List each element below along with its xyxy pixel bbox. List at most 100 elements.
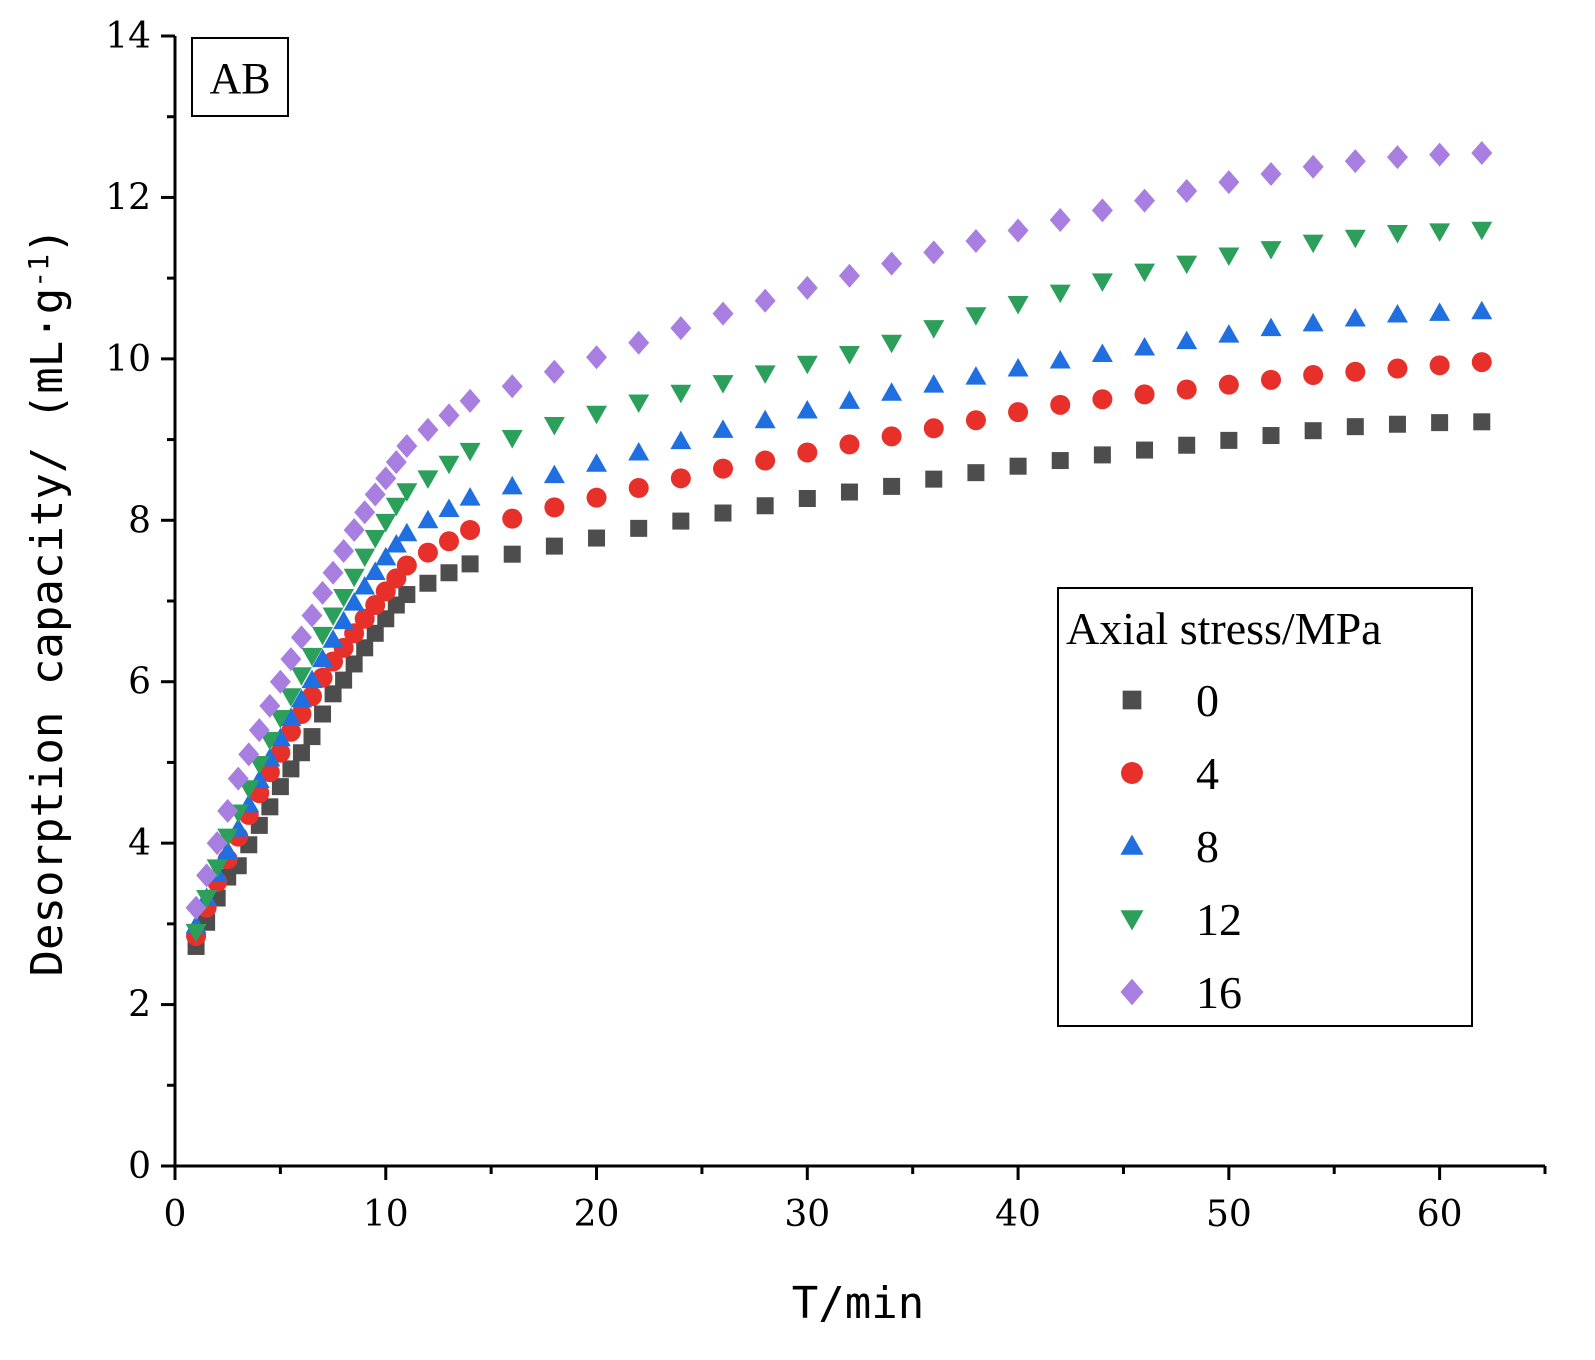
- data-point: [965, 410, 986, 431]
- data-point: [248, 756, 270, 775]
- x-tick-label: 40: [995, 1194, 1041, 1235]
- data-point: [1344, 308, 1366, 327]
- data-point: [839, 434, 860, 455]
- data-point: [366, 624, 384, 642]
- data-point: [1176, 178, 1198, 203]
- data-point: [588, 529, 606, 547]
- data-point: [1007, 218, 1029, 243]
- data-point: [417, 417, 439, 442]
- data-point: [1303, 365, 1324, 385]
- data-point: [881, 334, 903, 354]
- series-12: [185, 221, 1493, 943]
- data-point: [754, 409, 776, 429]
- legend-marker: [1120, 978, 1144, 1006]
- data-point: [343, 568, 365, 588]
- data-point: [501, 429, 523, 449]
- data-point: [354, 608, 375, 629]
- data-point: [1134, 263, 1156, 283]
- data-point: [1387, 358, 1408, 379]
- data-point: [1176, 255, 1198, 275]
- data-point: [356, 639, 374, 657]
- data-point: [364, 561, 386, 580]
- data-point: [312, 580, 334, 605]
- data-point: [503, 545, 521, 563]
- series-0: [187, 413, 1491, 955]
- data-point: [385, 534, 407, 553]
- data-point: [713, 458, 733, 479]
- data-point: [881, 426, 902, 447]
- data-point: [206, 831, 228, 856]
- data-point: [375, 546, 397, 566]
- data-point: [796, 400, 818, 419]
- data-point: [1007, 358, 1029, 377]
- data-point: [365, 595, 386, 616]
- data-point: [459, 388, 481, 413]
- legend-marker: [1122, 690, 1142, 710]
- data-point: [335, 671, 353, 689]
- data-point: [1049, 208, 1071, 233]
- data-point: [417, 542, 438, 563]
- data-point: [1388, 415, 1406, 433]
- data-point: [1134, 384, 1155, 405]
- data-point: [755, 450, 776, 471]
- data-point: [1134, 337, 1156, 356]
- data-point: [292, 744, 310, 762]
- data-point: [1302, 312, 1324, 332]
- series-group: [185, 141, 1493, 955]
- panel-label-box: [191, 37, 289, 117]
- data-point: [628, 441, 650, 461]
- data-point: [797, 442, 818, 463]
- data-point: [196, 863, 218, 888]
- data-point: [923, 320, 945, 339]
- data-point: [206, 859, 228, 878]
- data-point: [1009, 457, 1027, 475]
- data-point: [838, 346, 860, 365]
- data-point: [754, 288, 776, 313]
- data-point: [838, 263, 860, 288]
- data-point: [396, 555, 417, 576]
- data-point: [439, 531, 459, 552]
- data-point: [217, 798, 239, 823]
- data-point: [322, 607, 344, 627]
- data-point: [798, 489, 816, 507]
- y-tick-label: 8: [128, 500, 151, 541]
- data-point: [459, 442, 481, 462]
- data-point: [967, 464, 985, 482]
- data-point: [714, 504, 732, 522]
- data-point: [1431, 414, 1449, 432]
- data-point: [670, 430, 692, 450]
- y-tick-label: 12: [105, 177, 151, 218]
- data-point: [502, 508, 523, 529]
- data-point: [1049, 349, 1071, 369]
- data-point: [461, 555, 479, 573]
- data-point: [269, 727, 291, 747]
- data-point: [364, 530, 386, 549]
- legend-box: [1057, 587, 1473, 1027]
- x-tick-label: 10: [363, 1194, 409, 1235]
- data-point: [261, 798, 279, 816]
- data-point: [712, 419, 734, 438]
- data-point: [343, 592, 365, 611]
- data-point: [586, 405, 608, 425]
- series-8: [185, 300, 1493, 934]
- data-point: [185, 923, 207, 943]
- data-point: [501, 475, 523, 495]
- data-point: [1344, 149, 1366, 174]
- data-point: [375, 466, 397, 491]
- data-point: [259, 731, 281, 751]
- data-point: [1344, 229, 1366, 249]
- data-point: [543, 359, 565, 384]
- legend-label: 8: [1196, 821, 1219, 872]
- data-point: [1091, 273, 1113, 292]
- data-point: [459, 487, 481, 506]
- data-point: [586, 487, 607, 508]
- y-tick-label: 4: [128, 823, 151, 864]
- y-axis-title-sup: -1: [22, 254, 55, 288]
- data-point: [460, 519, 481, 540]
- y-tick-label: 14: [105, 16, 151, 57]
- data-point: [923, 374, 945, 393]
- data-point: [1220, 431, 1238, 449]
- data-point: [1218, 247, 1240, 267]
- data-point: [586, 453, 608, 472]
